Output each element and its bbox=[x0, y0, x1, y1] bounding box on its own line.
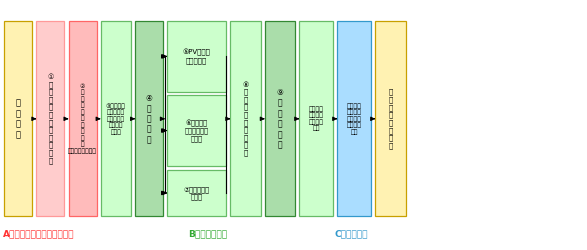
Text: ⑤PVパネル
容量の検討: ⑤PVパネル 容量の検討 bbox=[183, 49, 211, 64]
Text: ③検討施設
の詳細資料
（電気主任
技術者）
の収集: ③検討施設 の詳細資料 （電気主任 技術者） の収集 bbox=[106, 103, 126, 135]
Text: ⑨
個
票
の
作
成: ⑨ 個 票 の 作 成 bbox=[276, 88, 284, 149]
Bar bbox=[101, 21, 131, 216]
Text: 報
告
書
と
り
ま
と
め: 報 告 書 と り ま と め bbox=[389, 89, 393, 149]
Bar bbox=[265, 21, 295, 216]
Text: ②
検
討
施
設
の
絞
り
込
み
（２０施設程度）: ② 検 討 施 設 の 絞 り 込 み （２０施設程度） bbox=[68, 84, 97, 154]
Bar bbox=[4, 21, 32, 216]
Bar bbox=[338, 21, 371, 216]
Bar bbox=[231, 21, 261, 216]
Text: A．調査対象施設の絞り込み: A．調査対象施設の絞り込み bbox=[3, 230, 75, 239]
Bar bbox=[299, 21, 333, 216]
Bar bbox=[135, 21, 163, 216]
Bar bbox=[167, 95, 226, 166]
Text: 計
画
準
備: 計 画 準 備 bbox=[16, 99, 21, 139]
Text: B．個票の作成: B．個票の作成 bbox=[188, 230, 228, 239]
Bar bbox=[375, 21, 406, 216]
Text: ①
全
施
設
の
基
本
資
料
の
収
集: ① 全 施 設 の 基 本 資 料 の 収 集 bbox=[48, 74, 53, 164]
Text: ⑧
導
入
優
先
順
位
の
検
討: ⑧ 導 入 優 先 順 位 の 検 討 bbox=[242, 82, 249, 156]
Bar bbox=[167, 170, 226, 216]
Text: ④
現
地
調
査: ④ 現 地 調 査 bbox=[146, 94, 153, 144]
Bar bbox=[167, 21, 226, 92]
Text: 基本計画
を実施す
る施設の
選定: 基本計画 を実施す る施設の 選定 bbox=[309, 106, 324, 132]
Text: C．基本計画: C．基本計画 bbox=[335, 230, 368, 239]
Bar bbox=[36, 21, 65, 216]
Text: ⑦構造的要素
の確認: ⑦構造的要素 の確認 bbox=[184, 186, 210, 200]
Bar bbox=[69, 21, 97, 216]
Text: 基本計画
の作成お
よび概算
工事費の
算出: 基本計画 の作成お よび概算 工事費の 算出 bbox=[347, 103, 362, 135]
Text: ⑥災害対応
（蓄電池含）
の検討: ⑥災害対応 （蓄電池含） の検討 bbox=[184, 119, 208, 142]
